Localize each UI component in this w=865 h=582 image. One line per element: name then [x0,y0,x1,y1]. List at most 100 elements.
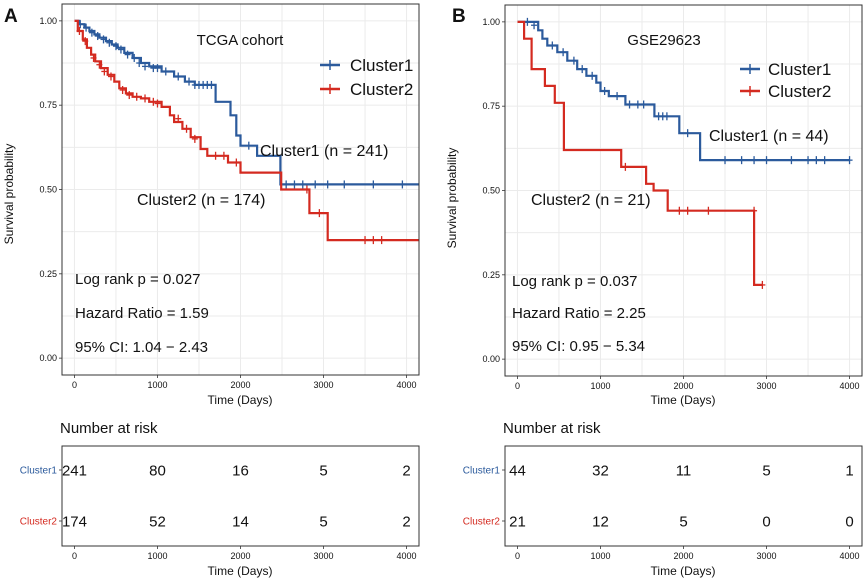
censor-mark-cluster2 [684,206,691,215]
censor-mark-cluster2 [150,97,157,106]
censor-mark-cluster2 [183,124,190,133]
annotation-ci: 95% CI: 1.04 − 2.43 [75,339,208,356]
censor-mark-cluster1 [312,180,319,189]
censor-mark-cluster1 [299,180,306,189]
risk-cell: 44 [509,463,526,480]
risk-x-axis-label: Time (Days) [208,564,273,578]
risk-table-title: Number at risk [503,420,601,437]
risk-x-tick-label: 2000 [673,551,693,561]
censor-mark-cluster1 [88,28,95,37]
risk-x-axis-ticks: 0 1000 2000 3000 4000 [72,546,417,561]
risk-table-frame [504,445,863,547]
censor-mark-cluster2 [107,72,114,81]
risk-x-tick-label: 4000 [397,551,417,561]
risk-x-tick-label: 2000 [230,551,250,561]
y-tick-label: 0.50 [39,185,57,195]
annotation-logrank: Log rank p = 0.027 [75,271,201,288]
risk-cell: 2 [402,463,410,480]
risk-row-labels: Cluster1 Cluster2 [463,466,505,528]
censor-mark-cluster1 [601,87,608,96]
risk-cell: 80 [149,463,166,480]
risk-table: 0 1000 2000 3000 4000 Cluster1 Cluster2 44 32 1… [463,445,863,561]
censor-mark-cluster1 [83,23,90,32]
censor-mark-cluster2 [378,236,385,245]
y-tick-label: 0.25 [482,270,500,280]
legend-item-cluster2: Cluster2 [320,80,413,99]
censor-mark-cluster1 [131,53,138,62]
series-label-cluster2: Cluster2 (n = 174) [137,192,266,209]
censor-mark-cluster1 [136,59,143,68]
censor-mark-cluster2 [622,162,629,171]
risk-cell: 21 [509,514,526,531]
censor-mark-cluster1 [283,180,290,189]
km-plot: 0 1000 2000 3000 4000 0.00 0.25 0.50 0.75 1.00 [482,4,863,391]
x-tick-label: 4000 [397,380,417,390]
censor-mark-cluster1 [154,64,161,73]
series-label-cluster1: Cluster1 (n = 44) [709,128,829,145]
x-tick-label: 2000 [230,380,250,390]
risk-cell: 0 [845,514,853,531]
risk-x-tick-label: 4000 [840,551,860,561]
censor-mark-cluster1 [560,48,567,57]
censor-mark-cluster2 [303,185,310,194]
risk-cell: 16 [232,463,249,480]
censor-mark-cluster1 [738,156,745,165]
censor-mark-cluster1 [142,62,149,71]
x-tick-label: 1000 [590,381,610,391]
y-tick-label: 1.00 [482,17,500,27]
y-axis-label: Survival probability [2,144,16,245]
censor-mark-cluster2 [119,86,126,95]
x-axis-ticks: 0 1000 2000 3000 4000 [72,375,417,390]
x-axis-label: Time (Days) [208,393,273,407]
censor-mark-cluster1 [821,156,828,165]
risk-cell: 5 [319,463,327,480]
risk-table-title: Number at risk [60,420,158,437]
panel-label: A [4,6,18,27]
risk-cell: 5 [319,514,327,531]
censor-mark-cluster1 [549,41,556,50]
legend-item-cluster1: Cluster1 [320,56,413,75]
annotation-logrank: Log rank p = 0.037 [512,273,638,290]
censor-mark-cluster1 [94,32,101,41]
risk-row-label-cluster2: Cluster2 [463,517,501,528]
curves [74,19,419,245]
x-tick-label: 4000 [840,381,860,391]
y-tick-label: 0.00 [482,354,500,364]
legend-item-cluster2: Cluster2 [740,82,831,101]
censor-mark-cluster1 [100,35,107,44]
risk-cell: 2 [402,514,410,531]
censor-mark-cluster2 [705,206,712,215]
censor-mark-cluster1 [684,129,691,138]
legend-item-cluster1: Cluster1 [740,60,831,79]
x-tick-label: 1000 [147,380,167,390]
risk-x-axis-ticks: 0 1000 2000 3000 4000 [515,546,860,561]
censor-mark-cluster1 [324,180,331,189]
censor-mark-cluster1 [106,38,113,47]
risk-cell: 11 [676,463,692,480]
censor-mark-cluster2 [220,151,227,160]
x-tick-label: 0 [515,381,520,391]
censor-mark-cluster1 [399,180,406,189]
annotation-hazard-ratio: Hazard Ratio = 1.59 [75,305,209,322]
censor-mark-cluster1 [112,42,119,51]
survival-curve-cluster2 [517,20,763,286]
censor-mark-cluster2 [751,206,758,215]
risk-row-label-cluster2: Cluster2 [20,517,58,528]
series-label-cluster2: Cluster2 (n = 21) [531,192,651,209]
censor-mark-cluster1 [614,92,621,101]
legend: Cluster1 Cluster2 [740,60,831,101]
annotation-hazard-ratio: Hazard Ratio = 2.25 [512,305,646,322]
legend-label-cluster1: Cluster1 [350,56,413,75]
y-axis-ticks: 0.00 0.25 0.50 0.75 1.00 [39,16,62,363]
censor-mark-cluster1 [570,56,577,65]
censor-mark-cluster1 [531,21,538,30]
risk-x-tick-label: 0 [515,551,520,561]
risk-table: 0 1000 2000 3000 4000 Cluster1 Cluster2 241 80… [20,445,420,561]
x-axis-ticks: 0 1000 2000 3000 4000 [515,376,860,391]
risk-row-labels: Cluster1 Cluster2 [20,466,62,528]
censor-mark-cluster2 [759,280,766,289]
censor-mark-cluster1 [751,156,758,165]
risk-table-frame [61,445,420,547]
censor-mark-cluster1 [722,156,729,165]
